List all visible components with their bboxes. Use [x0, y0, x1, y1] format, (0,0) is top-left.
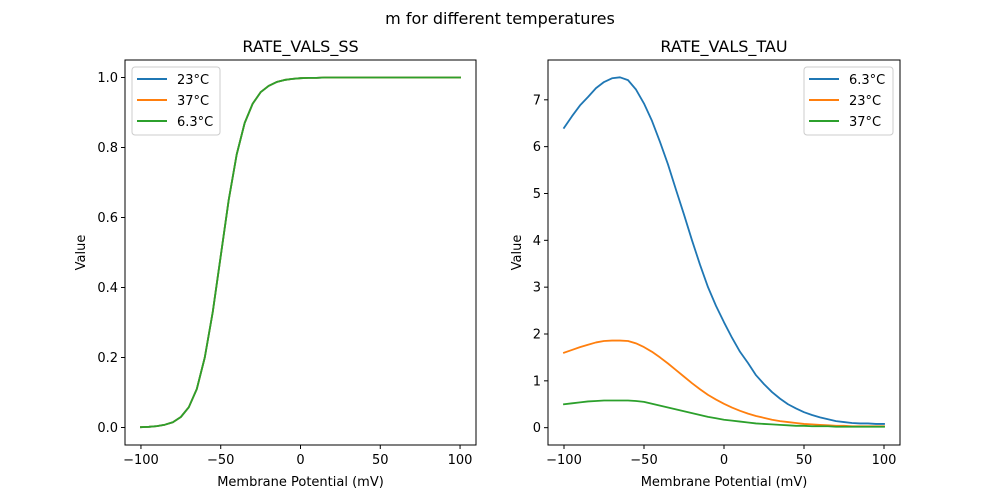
legend: 23°C 37°C 6.3°C: [131, 66, 221, 136]
x-tick-label: 0: [720, 453, 728, 468]
legend-box: [803, 66, 894, 136]
x-tick-label: 100: [448, 453, 473, 468]
axes-rate-vals-tau: RATE_VALS_TAU −100 −50 0 50 100 0 1 2 3 4 5 6 7 Mem…: [510, 37, 901, 490]
y-tick-label: 0.0: [97, 421, 118, 436]
x-axis-label: Membrane Potential (mV): [641, 475, 808, 490]
legend-label: 37°C: [849, 115, 881, 130]
axes-rate-vals-ss: RATE_VALS_SS −100 −50 0 50 100 0.00.20.40.60…: [74, 37, 477, 490]
x-tick-label: 100: [872, 453, 897, 468]
axes-title: RATE_VALS_TAU: [660, 37, 787, 57]
x-ticks: −100 −50 0 50 100: [546, 445, 896, 468]
legend: 6.3°C 23°C 37°C: [803, 66, 894, 136]
y-ticks: 0.0 0.2 0.4 0.6 0.8 1.0: [97, 71, 125, 436]
legend-label: 23°C: [177, 73, 209, 88]
x-tick-label: 50: [372, 453, 389, 468]
x-tick-label: −50: [207, 453, 234, 468]
y-tick-label: 5: [533, 187, 541, 202]
y-tick-label: 1: [533, 374, 541, 389]
y-tick-label: 0: [533, 421, 541, 436]
y-tick-label: 0.4: [97, 281, 118, 296]
plot-lines: [140, 76, 461, 429]
legend-box: [131, 66, 221, 136]
y-tick-label: 0.2: [97, 351, 118, 366]
x-axis-label: Membrane Potential (mV): [217, 475, 384, 490]
y-tick-label: 0.8: [97, 141, 118, 156]
y-ticks: 0 1 2 3 4 5 6 7: [533, 93, 548, 436]
y-tick-label: 7: [533, 93, 541, 108]
x-tick-label: −50: [630, 453, 657, 468]
series-line-2: [563, 399, 885, 428]
legend-label: 23°C: [849, 94, 881, 109]
x-tick-label: 0: [296, 453, 304, 468]
y-axis-label: Value: [74, 235, 89, 271]
plot-lines: [562, 76, 885, 428]
y-tick-label: 4: [533, 234, 541, 249]
legend-label: 6.3°C: [177, 115, 213, 130]
legend-label: 37°C: [177, 94, 209, 109]
x-tick-label: −100: [546, 453, 582, 468]
x-tick-label: 50: [796, 453, 813, 468]
y-tick-label: 6: [533, 140, 541, 155]
x-tick-label: −100: [123, 453, 159, 468]
y-tick-label: 0.6: [97, 211, 118, 226]
series-line-2: [140, 76, 461, 429]
series-line-1: [562, 339, 885, 428]
series-line-0: [562, 76, 885, 425]
figure-suptitle: m for different temperatures: [385, 9, 615, 28]
y-axis-label: Value: [510, 235, 525, 271]
legend-label: 6.3°C: [849, 73, 885, 88]
y-tick-label: 1.0: [97, 71, 118, 86]
x-ticks: −100 −50 0 50 100: [123, 445, 472, 468]
y-tick-label: 3: [533, 281, 541, 296]
y-tick-label: 2: [533, 327, 541, 342]
axes-title: RATE_VALS_SS: [242, 37, 358, 57]
